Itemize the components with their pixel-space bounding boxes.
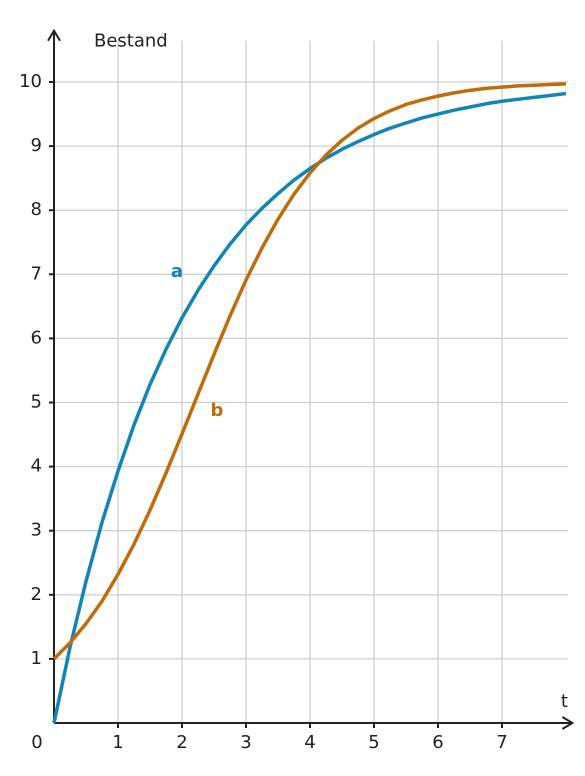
series-label: b [211,400,224,421]
series-line [52,91,567,724]
x-axis-label: t [561,691,568,712]
x-tick-label: 4 [304,732,315,753]
x-tick-label: 5 [368,732,379,753]
origin-label: 0 [31,732,42,753]
x-tick-label: 2 [176,732,187,753]
x-tick-label: 1 [112,732,123,753]
x-tick-label: 7 [496,732,507,753]
y-axis-label: Bestand [94,31,168,52]
series-label: a [171,261,183,282]
y-tick-label: 6 [31,327,42,348]
x-arrow [561,716,575,730]
y-tick-label: 7 [31,263,42,284]
y-arrow [47,28,61,42]
y-tick-label: 1 [31,648,42,669]
y-tick-label: 3 [31,520,42,541]
y-tick-label: 5 [31,392,42,413]
lines [52,82,567,724]
y-tick-label: 2 [31,584,42,605]
y-tick-label: 8 [31,199,42,220]
axes [47,28,575,730]
series-line [52,82,567,661]
x-tick-label: 6 [432,732,443,753]
y-tick-label: 4 [31,456,42,477]
grid [54,40,568,723]
labels: 1 2 3 4 5 6 7 8 9 10 0 1 2 3 4 5 6 7 Bestand t a b [19,31,568,753]
y-tick-label: 10 [19,71,42,92]
x-tick-label: 3 [240,732,251,753]
y-tick-label: 9 [31,135,42,156]
